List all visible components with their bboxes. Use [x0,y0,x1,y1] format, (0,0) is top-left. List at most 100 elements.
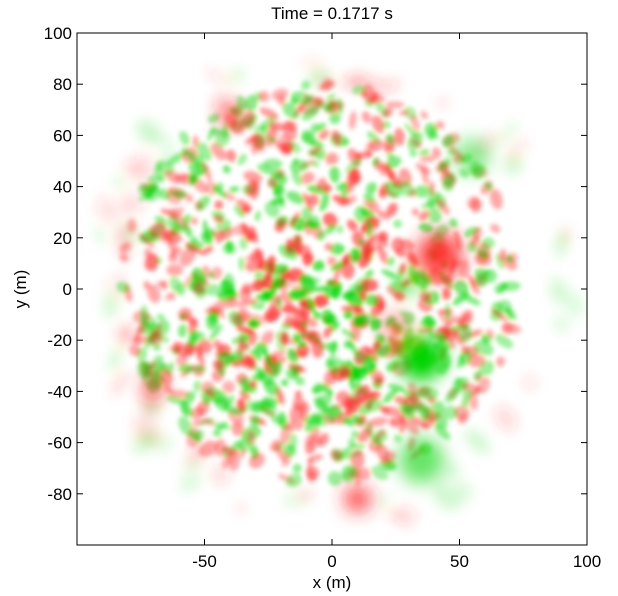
speckle [360,91,370,98]
speckle [280,331,289,346]
speckle [285,473,302,488]
speckle [409,416,429,428]
speckle [321,383,334,397]
speckle [248,331,258,346]
speckle [257,163,272,174]
speckle [378,164,390,176]
ring-patch [94,224,107,245]
speckle [299,274,316,294]
speckle [311,338,324,358]
speckle [302,192,314,212]
ring-patch [113,176,125,189]
speckle [360,224,368,234]
speckle [368,200,380,214]
speckle [347,413,359,427]
speckle [244,398,252,413]
speckle [346,167,360,188]
y-tick-label: -20 [47,331,72,350]
speckle [282,102,299,120]
speckle [501,281,521,292]
speckle [179,247,196,267]
speckle [185,315,199,326]
speckle [286,347,299,364]
speckle [189,236,199,247]
speckle [420,284,428,294]
speckle [244,94,258,113]
x-tick-label: -50 [192,552,217,571]
speckle [421,166,429,186]
ring-patch [115,323,133,344]
speckle [351,249,360,260]
speckle [457,413,468,425]
speckle [325,152,339,165]
speckle [286,190,305,205]
speckle [282,444,296,458]
speckle [119,252,129,263]
speckle [457,309,474,329]
speckle [222,165,231,174]
speckle [335,182,348,191]
speckle [160,369,173,385]
speckle [348,284,367,291]
ring-patch [523,375,537,391]
speckle [348,111,357,130]
speckle [236,399,246,413]
speckle [211,422,233,430]
speckle [257,260,266,270]
speckle [127,218,137,233]
speckle [387,173,404,189]
ring-patch [504,154,523,175]
speckle [184,242,204,255]
speckle [386,256,395,267]
speckle [161,229,182,243]
ring-patch [566,292,585,319]
speckle [239,236,249,250]
speckle [210,142,227,161]
speckle [338,366,351,380]
speckle [409,149,418,158]
speckle [266,255,276,270]
speckle [248,380,257,389]
speckle [325,313,337,327]
ring-patch [130,159,150,185]
speckle [156,319,170,336]
speckle [302,95,316,106]
large-field-blobs [143,104,491,512]
speckle [166,395,187,405]
speckle [427,207,442,223]
ring-patch [210,464,231,485]
speckle [288,288,308,301]
speckle [163,384,173,394]
speckle [321,78,333,91]
speckle [249,350,263,361]
speckle [346,398,355,408]
speckle [398,110,410,116]
speckle [311,413,328,427]
ring-patch [302,59,324,68]
speckle [260,115,276,132]
speckle [407,131,424,151]
speckle [202,283,223,296]
speckle [225,240,234,253]
speckle [436,198,450,215]
speckle [419,155,436,163]
speckle [318,129,330,140]
speckle [423,314,435,329]
speckle [385,101,405,108]
speckle [270,439,282,452]
speckle [249,181,260,200]
speckle [363,193,376,203]
speckle [299,303,312,319]
y-axis-label: y (m) [11,270,30,309]
speckle [250,225,258,244]
speckle [244,260,262,272]
speckle [292,463,302,473]
axis-ticks [77,32,588,545]
speckle [491,309,509,322]
speckle [382,389,398,404]
speckle [385,133,395,145]
speckle [180,403,194,417]
speckle [378,405,391,414]
speckle [406,249,419,268]
speckle [271,360,283,378]
